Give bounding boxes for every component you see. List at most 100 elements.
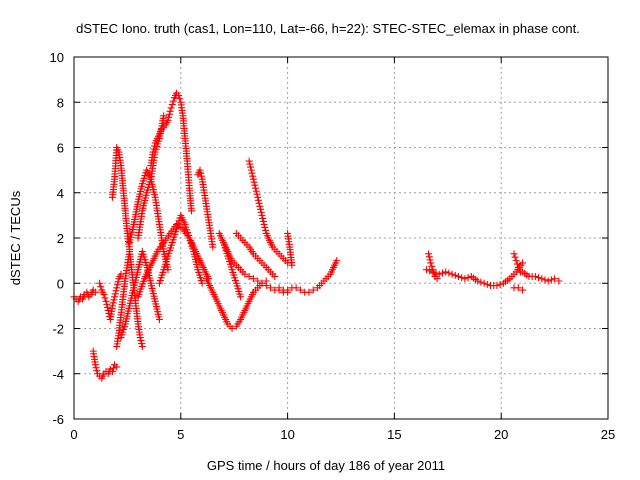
data-point — [248, 169, 256, 177]
series-19 — [275, 257, 341, 296]
data-point — [168, 101, 176, 109]
series-12 — [194, 166, 217, 251]
data-point — [97, 283, 105, 291]
x-tick-label: 0 — [70, 427, 77, 442]
data-point — [480, 279, 488, 287]
data-point — [333, 257, 341, 265]
data-point — [288, 261, 296, 269]
data-point — [267, 284, 275, 292]
y-tick-label: 8 — [57, 95, 64, 110]
data-point — [284, 286, 292, 294]
axis-ticks: 0 5 10 15 20 25 -6 -4 -2 0 2 4 6 8 10 — [50, 50, 616, 442]
data-point — [448, 270, 456, 278]
y-axis-label: dSTEC / TECUs — [8, 190, 23, 285]
data-point — [241, 270, 249, 278]
series-23 — [510, 284, 527, 294]
data-point — [164, 116, 172, 124]
data-point — [117, 270, 125, 278]
data-point — [196, 166, 204, 174]
data-point — [198, 279, 206, 287]
data-point — [138, 340, 146, 348]
y-tick-label: 6 — [57, 141, 64, 156]
data-point — [422, 266, 430, 274]
data-point — [254, 277, 262, 285]
data-point — [101, 294, 109, 302]
data-point — [258, 279, 266, 287]
data-point — [249, 175, 257, 183]
data-point — [260, 220, 268, 228]
data-point — [149, 148, 157, 156]
x-axis-label: GPS time / hours of day 186 of year 2011 — [207, 458, 445, 473]
data-point — [442, 268, 450, 276]
data-point — [445, 269, 453, 277]
data-point — [165, 113, 173, 121]
data-point — [102, 297, 110, 305]
series-18 — [284, 229, 296, 269]
data-point — [169, 97, 177, 105]
data-point — [432, 269, 440, 277]
data-point — [425, 250, 433, 258]
data-point — [111, 290, 119, 298]
series-6 — [117, 248, 163, 342]
data-point — [541, 276, 549, 284]
data-point — [426, 267, 434, 275]
y-tick-label: 10 — [50, 50, 64, 65]
data-point — [249, 172, 257, 180]
data-point — [108, 302, 116, 310]
data-point — [305, 288, 313, 296]
data-point — [247, 163, 255, 171]
data-point — [427, 259, 435, 267]
data-point — [187, 207, 195, 215]
data-point — [493, 282, 501, 290]
data-point — [271, 272, 279, 280]
series-2 — [89, 347, 121, 382]
data-point — [113, 363, 121, 371]
data-point — [555, 277, 563, 285]
data-point — [254, 193, 262, 201]
data-point — [249, 275, 257, 283]
data-point — [237, 293, 245, 301]
data-point — [150, 145, 158, 153]
data-point — [150, 142, 158, 150]
data-point — [228, 325, 236, 332]
data-point — [535, 274, 543, 282]
data-point — [111, 293, 119, 301]
data-point — [454, 272, 462, 280]
data-point — [103, 300, 111, 308]
data-point — [309, 286, 317, 294]
data-point — [176, 95, 184, 103]
x-tick-label: 20 — [494, 427, 508, 442]
data-point — [483, 280, 491, 288]
data-point — [103, 303, 111, 311]
y-tick-label: 4 — [57, 186, 64, 201]
data-point — [257, 208, 265, 216]
x-tick-label: 15 — [387, 427, 401, 442]
data-point — [451, 271, 459, 279]
data-point — [428, 262, 436, 270]
data-point — [155, 315, 163, 323]
y-tick-label: 0 — [57, 276, 64, 291]
data-point — [113, 284, 121, 292]
x-tick-label: 10 — [280, 427, 294, 442]
data-point — [246, 160, 254, 168]
data-point — [458, 274, 466, 282]
data-point — [275, 284, 283, 292]
data-point — [519, 286, 527, 294]
series-13 — [202, 275, 270, 332]
data-point — [93, 367, 101, 375]
data-point — [511, 253, 519, 261]
data-point — [256, 202, 264, 210]
data-point — [245, 157, 253, 165]
data-point — [209, 243, 217, 251]
data-point — [257, 205, 265, 213]
data-point — [426, 256, 434, 264]
data-point — [461, 275, 469, 283]
data-point — [96, 279, 104, 287]
data-point — [438, 269, 446, 277]
data-point — [254, 196, 262, 204]
data-point — [261, 223, 269, 231]
data-point — [262, 282, 270, 290]
chart-title: dSTEC Iono. truth (cas1, Lon=110, Lat=-6… — [76, 21, 580, 36]
data-point — [110, 296, 118, 304]
series-9 — [147, 89, 195, 215]
